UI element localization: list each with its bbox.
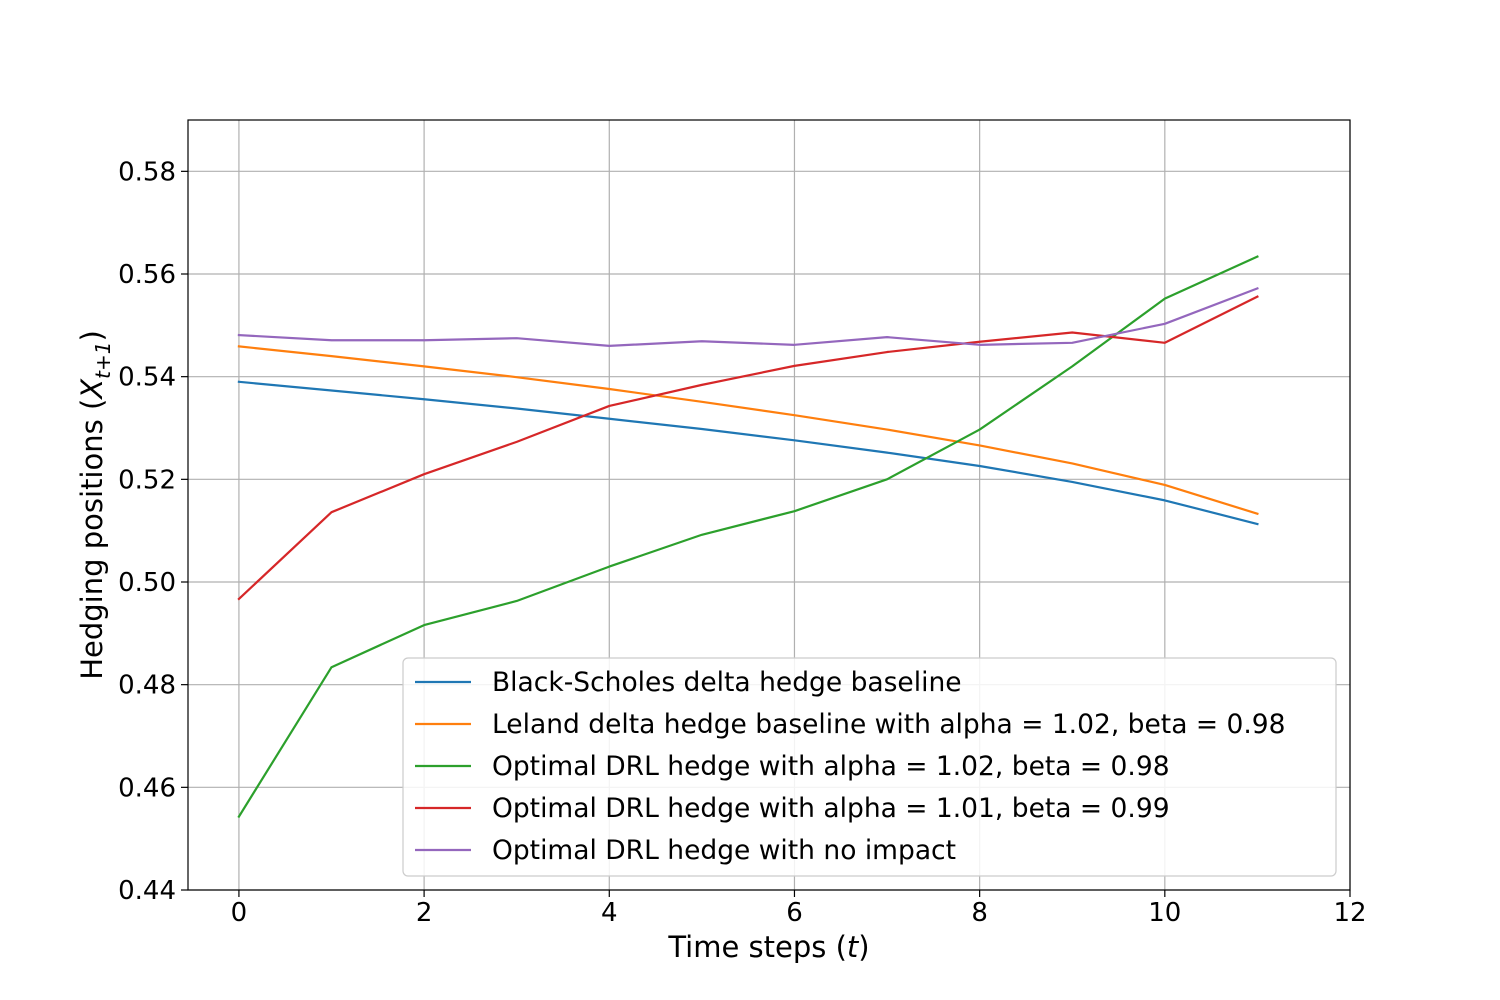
y-tick-label: 0.44	[118, 876, 176, 906]
legend-label-2: Optimal DRL hedge with alpha = 1.02, bet…	[492, 751, 1170, 782]
x-tick-label: 6	[786, 898, 803, 928]
legend: Black-Scholes delta hedge baseline Leland…	[402, 657, 1337, 877]
y-axis-label-text: Hedging positions (	[75, 399, 109, 680]
series-line-1	[237, 345, 1259, 516]
y-tick-label: 0.56	[118, 260, 176, 290]
x-axis-label-var: t	[847, 930, 860, 964]
legend-label-4: Optimal DRL hedge with no impact	[492, 835, 956, 866]
y-tick-label: 0.46	[118, 773, 176, 803]
legend-label-0: Black-Scholes delta hedge baseline	[492, 667, 962, 698]
plot-frame	[187, 119, 1351, 891]
x-axis-ticks: 0 2 4 6 8 10 12	[231, 890, 1367, 928]
series-line-0	[237, 380, 1259, 526]
y-axis-label: Hedging positions (Xt+1)	[75, 330, 115, 680]
y-axis-label-sub: t+1	[91, 342, 115, 379]
series-line-4	[237, 286, 1259, 347]
y-axis-ticks: 0.44 0.46 0.48 0.50 0.52 0.54 0.56 0.58	[118, 157, 188, 906]
legend-box	[402, 657, 1337, 877]
y-tick-label: 0.52	[118, 465, 176, 495]
series-lines	[237, 255, 1259, 819]
x-tick-label: 10	[1148, 898, 1181, 928]
y-axis-label-close: )	[75, 330, 109, 341]
series-line-2	[237, 255, 1259, 819]
x-axis-label: Time steps (t)	[667, 930, 869, 964]
x-axis-label-text: Time steps (	[667, 930, 847, 964]
x-tick-label: 4	[601, 898, 618, 928]
y-tick-label: 0.48	[118, 671, 176, 701]
y-tick-label: 0.50	[118, 568, 176, 598]
y-tick-label: 0.54	[118, 363, 176, 393]
series-line-3	[237, 295, 1259, 601]
x-tick-label: 12	[1333, 898, 1366, 928]
x-axis-label-close: )	[858, 930, 869, 964]
legend-label-3: Optimal DRL hedge with alpha = 1.01, bet…	[492, 793, 1170, 824]
x-tick-label: 2	[416, 898, 433, 928]
x-tick-label: 0	[231, 898, 248, 928]
y-tick-label: 0.58	[118, 157, 176, 187]
y-axis-label-var: X	[75, 378, 109, 401]
legend-label-1: Leland delta hedge baseline with alpha =…	[492, 709, 1286, 740]
x-tick-label: 8	[971, 898, 988, 928]
